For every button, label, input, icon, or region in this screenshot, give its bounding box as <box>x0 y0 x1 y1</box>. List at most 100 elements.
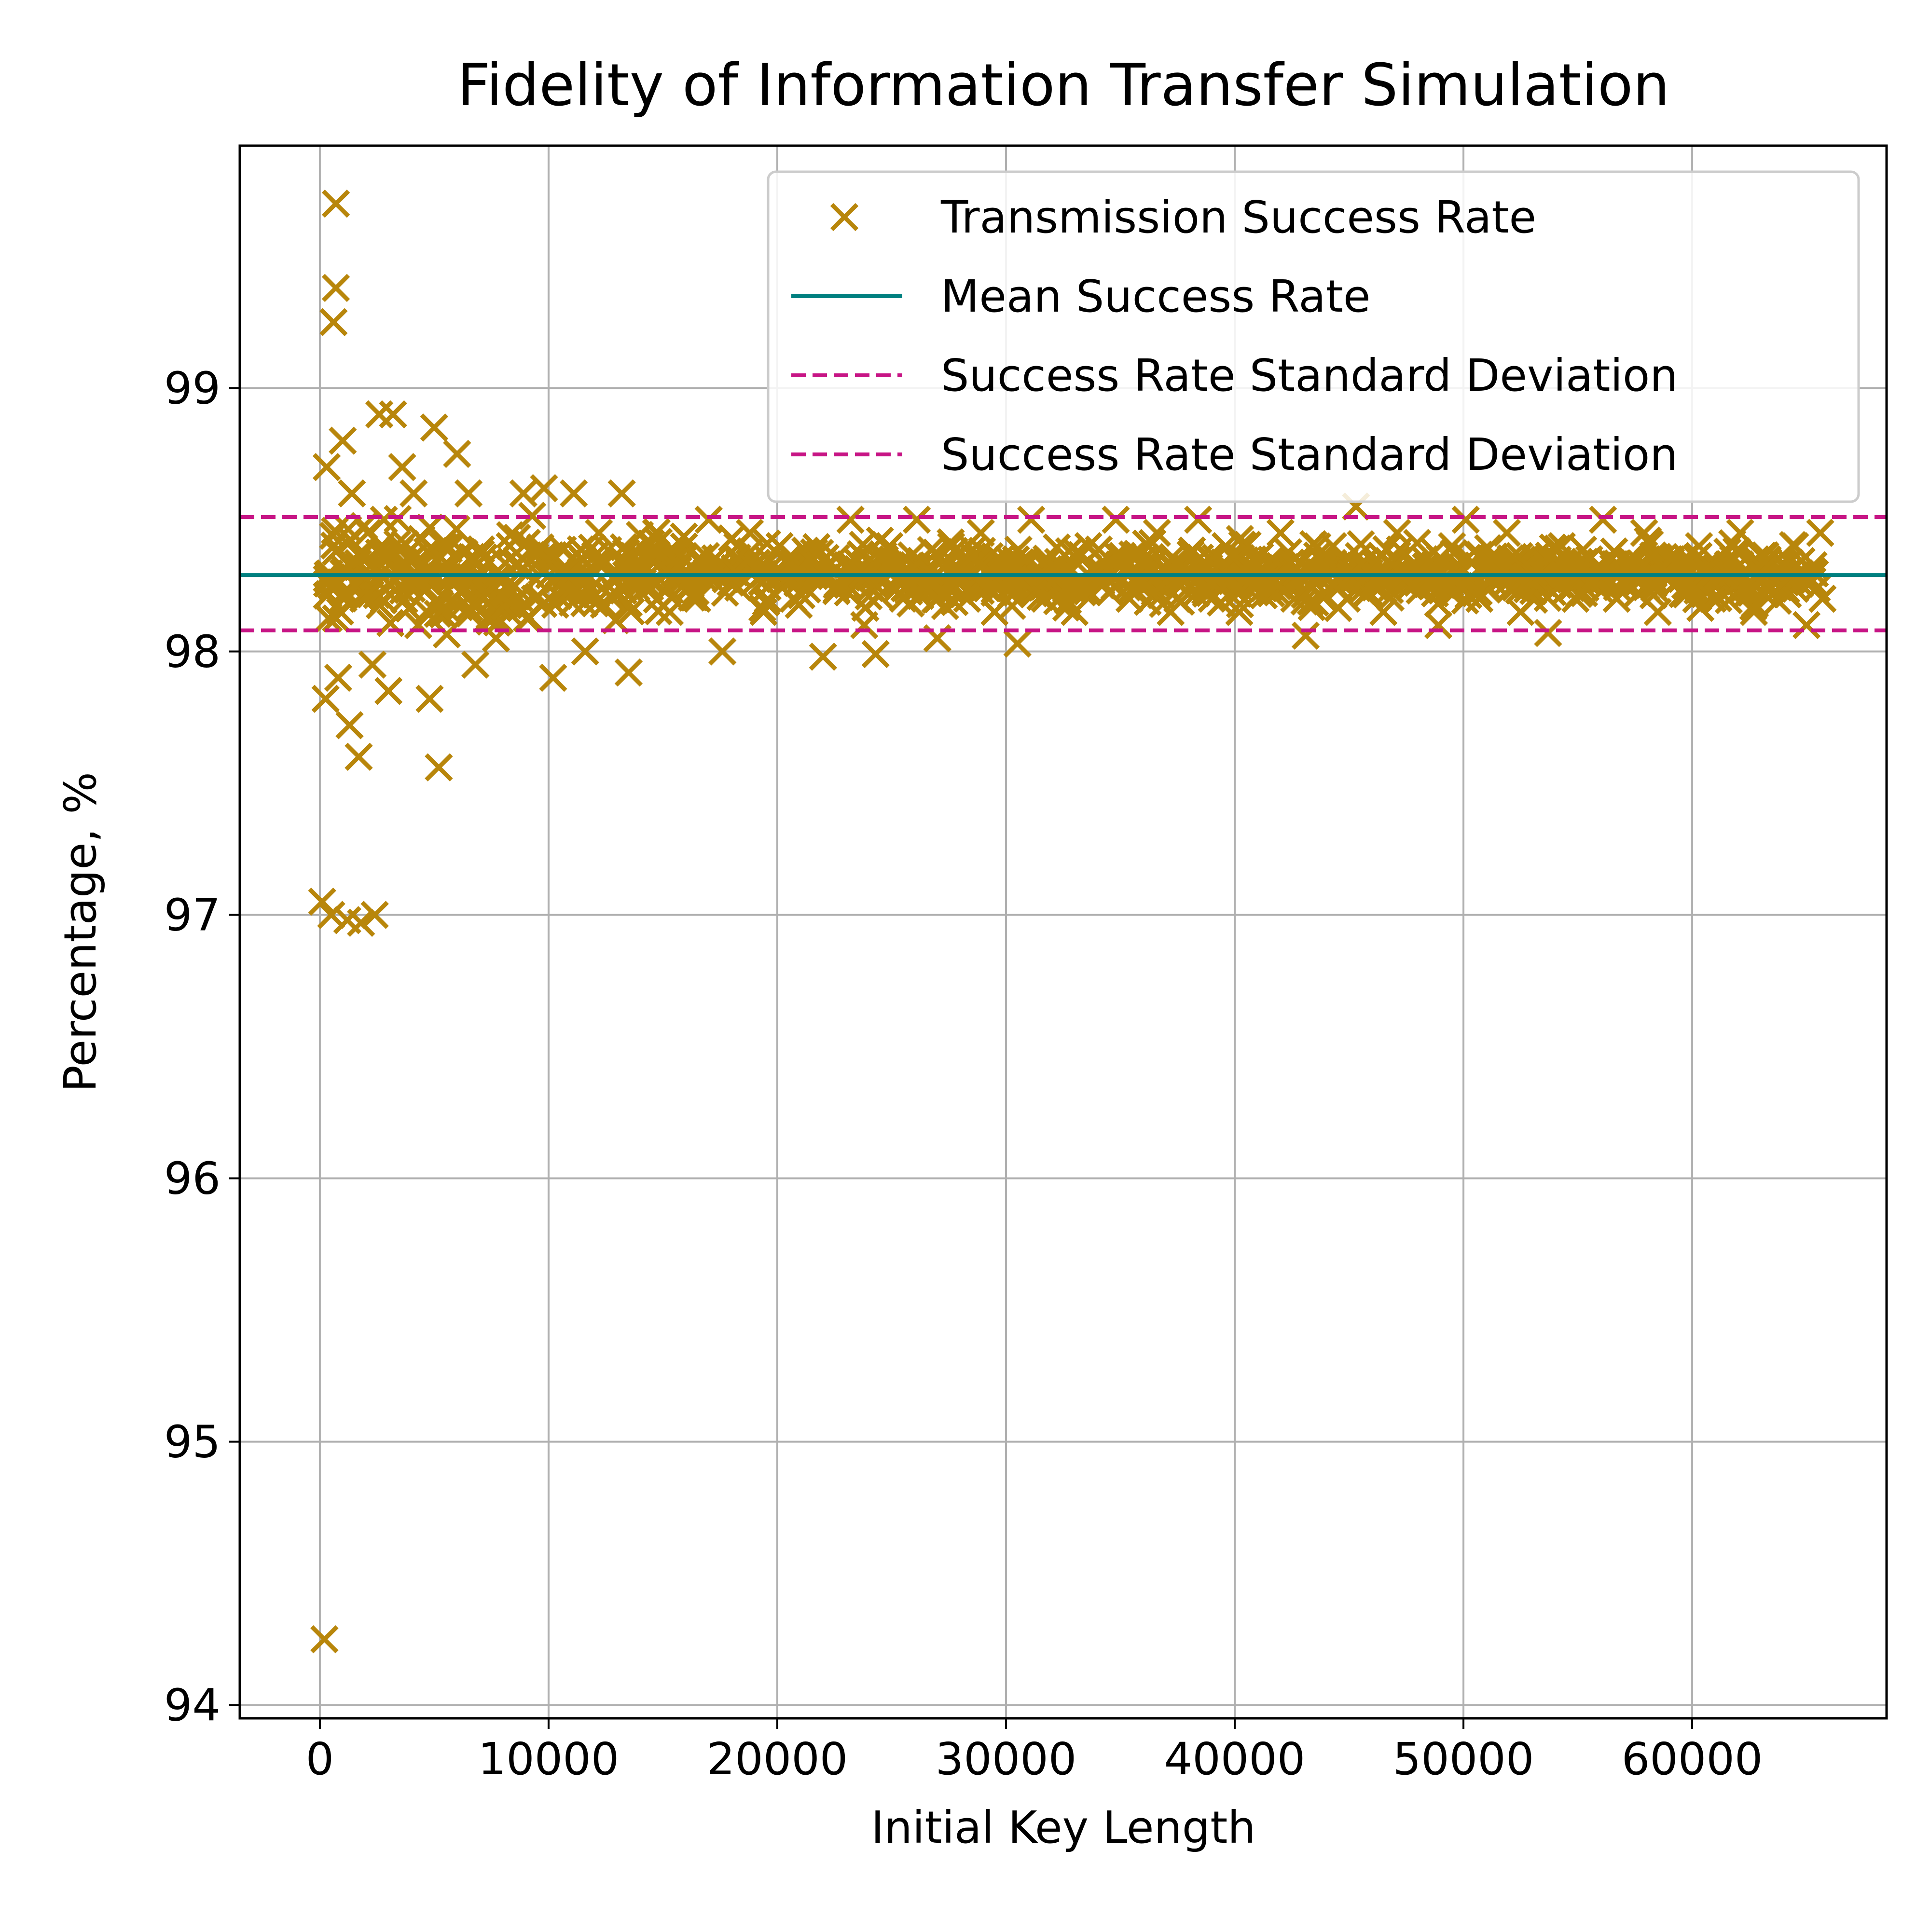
scatter-point <box>335 711 364 740</box>
scatter-point <box>338 479 366 507</box>
legend-box <box>767 170 1860 503</box>
scatter-point <box>1613 550 1641 579</box>
scatter-point <box>1367 542 1396 570</box>
scatter-point <box>310 1625 339 1654</box>
scatter-point <box>1355 558 1384 587</box>
y-tick-label: 99 <box>164 362 221 414</box>
scatter-point <box>400 479 428 507</box>
scatter-point <box>1698 585 1727 613</box>
scatter-point <box>902 506 931 534</box>
scatter-point <box>370 506 398 534</box>
scatter-point <box>550 558 579 587</box>
scatter-point <box>958 542 987 571</box>
scatter-point <box>415 685 444 713</box>
scatter-point <box>1291 621 1320 650</box>
y-tick-label: 95 <box>164 1416 221 1468</box>
scatter-point <box>1685 532 1713 561</box>
scatter-point <box>722 558 750 587</box>
scatter-point <box>1061 598 1089 626</box>
scatter-point <box>966 519 995 547</box>
scatter-point <box>598 585 627 613</box>
scatter-point <box>496 532 524 561</box>
scatter-point <box>311 685 340 713</box>
scatter-point <box>655 598 684 626</box>
scatter-point <box>388 453 416 481</box>
scatter-point <box>1333 585 1361 613</box>
scatter-point <box>1534 619 1562 647</box>
scatter-point <box>1477 555 1506 584</box>
x-tick-label: 0 <box>306 1733 334 1785</box>
scatter-point <box>937 532 965 561</box>
scatter-point <box>1808 585 1837 613</box>
scatter-point <box>1115 585 1144 613</box>
scatter-point <box>1023 571 1051 600</box>
scatter-point <box>779 548 807 577</box>
scatter-point <box>570 589 599 617</box>
scatter-point <box>1712 558 1741 587</box>
scatter-point <box>1239 545 1268 574</box>
scatter-point <box>1102 506 1130 534</box>
scatter-point <box>559 479 588 507</box>
scatter-point <box>1225 598 1254 626</box>
y-tick-label: 94 <box>164 1680 221 1731</box>
scatter-point <box>642 519 670 547</box>
scatter-point <box>614 658 643 687</box>
scatter-point <box>1616 558 1645 587</box>
legend-label: Success Rate Standard Deviation <box>941 429 1678 480</box>
scatter-point <box>694 557 722 585</box>
scatter-point <box>1671 571 1700 600</box>
chart-title: Fidelity of Information Transfer Simulat… <box>457 52 1670 119</box>
scatter-point <box>1042 533 1071 562</box>
scatter-point <box>324 663 353 692</box>
scatter-point <box>1767 571 1796 600</box>
scatter-point <box>1088 571 1117 600</box>
scatter-point <box>1211 532 1240 561</box>
scatter-point <box>809 643 837 671</box>
scatter-point <box>454 479 483 507</box>
scatter-point <box>308 888 336 916</box>
scatter-point <box>850 611 879 640</box>
scatter-point <box>1003 629 1032 658</box>
scatter-point <box>317 901 345 929</box>
scatter-point <box>1319 532 1348 561</box>
scatter-point <box>1274 538 1303 567</box>
scatter-point <box>1198 585 1226 613</box>
scatter-point <box>317 571 345 600</box>
scatter-point <box>400 564 429 593</box>
scatter-point <box>349 585 378 613</box>
scatter-point <box>468 585 496 613</box>
scatter-point <box>1561 585 1590 613</box>
scatter-point <box>1396 571 1425 600</box>
plot-frame <box>238 144 1888 1720</box>
scatter-point <box>1781 532 1809 561</box>
scatter-point <box>793 575 822 604</box>
scatter-point <box>980 598 1009 626</box>
scatter-point <box>398 575 426 603</box>
scatter-point <box>1643 598 1672 626</box>
scatter-point <box>1575 545 1603 574</box>
scatter-point <box>321 189 350 218</box>
scatter-point <box>527 557 556 586</box>
scatter-point <box>1206 588 1235 617</box>
scatter-point <box>735 519 764 547</box>
scatter-point <box>1017 506 1046 534</box>
scatter-point <box>1602 585 1631 613</box>
scatter-point <box>683 585 712 613</box>
scatter-point <box>539 663 567 692</box>
scatter-point <box>1451 506 1480 534</box>
scatter-point <box>1266 519 1295 547</box>
scatter-point <box>1143 519 1172 547</box>
scatter-point <box>601 578 630 607</box>
scatter-point <box>319 521 347 550</box>
scatter-point <box>1047 558 1075 587</box>
legend-label: Mean Success Rate <box>941 271 1370 322</box>
scatter-point <box>1305 558 1334 587</box>
scatter-point <box>1128 566 1157 595</box>
scatter-point <box>708 637 737 666</box>
y-tick-label: 96 <box>164 1153 221 1205</box>
scatter-point <box>1465 585 1494 613</box>
scatter-point <box>1520 558 1549 587</box>
scatter-point <box>953 585 981 613</box>
scatter-point <box>360 901 389 929</box>
